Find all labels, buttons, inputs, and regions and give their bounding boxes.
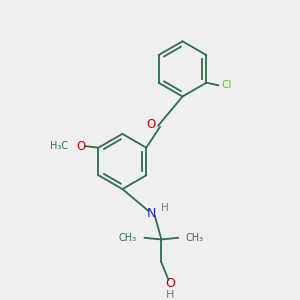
Text: H: H [161,202,169,213]
Text: O: O [166,277,176,290]
Text: O: O [76,140,85,152]
Text: O: O [146,118,156,130]
Text: N: N [147,207,156,220]
Text: CH₃: CH₃ [186,233,204,243]
Text: H₃C: H₃C [50,141,68,151]
Text: CH₃: CH₃ [119,233,137,243]
Text: Cl: Cl [221,80,231,90]
Text: H: H [166,290,175,300]
